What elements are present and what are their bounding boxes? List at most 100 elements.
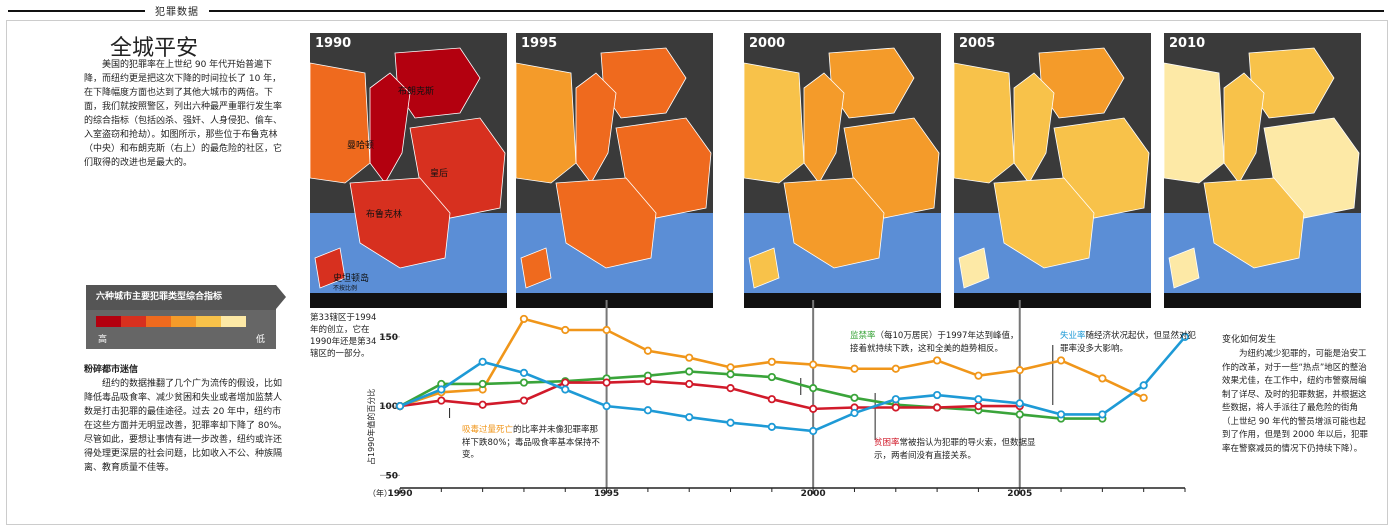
data-point: [1056, 356, 1066, 365]
manhattan-shape: [803, 72, 845, 184]
x-tick-label: 2005: [1007, 489, 1032, 499]
data-point: [726, 363, 735, 372]
annotation-drug-text: 的比率并未像犯罪率那样下跌80%；毒品吸食率基本保持不变。: [462, 425, 600, 460]
data-point: [602, 325, 611, 335]
data-point: [643, 346, 652, 355]
x-tick-label: 1990: [387, 489, 412, 499]
west-shape: [954, 62, 1015, 184]
map-label-bronx: 布朗克斯: [398, 87, 435, 97]
crime-map-1990: 1990: [310, 33, 507, 308]
west-shape: [744, 62, 805, 184]
data-point: [933, 403, 942, 412]
data-point: [561, 325, 570, 335]
annotation-drug-key: 吸毒过量死亡: [462, 425, 514, 435]
brooklyn-shape: [555, 177, 657, 269]
x-tick-label: 2000: [801, 489, 826, 499]
data-point: [478, 400, 487, 409]
map-label-brooklyn: 布鲁克林: [366, 210, 403, 220]
data-point: [437, 385, 446, 394]
data-point: [1015, 366, 1024, 375]
map-shapes: [954, 47, 1150, 289]
data-point: [891, 403, 900, 412]
brooklyn-shape: [783, 177, 885, 269]
map-shapes: [516, 47, 712, 289]
data-point: [1098, 374, 1107, 383]
myth-title: 粉碎都市迷信: [84, 365, 139, 375]
x-tick-label: 1995: [594, 489, 619, 499]
data-point: [685, 379, 694, 389]
data-point: [561, 378, 570, 387]
data-point: [974, 395, 983, 404]
crime-index-legend: 六种城市主要犯罪类型综合指标 高 低: [86, 285, 288, 349]
data-point: [767, 395, 776, 404]
data-point: [850, 408, 859, 418]
section-header: 犯罪数据: [0, 0, 1392, 20]
data-point: [1180, 332, 1190, 342]
manhattan-shape: [1013, 72, 1055, 184]
legend-swatch: [96, 316, 121, 327]
map-label-queens: 皇后: [430, 169, 449, 179]
west-shape: [1164, 62, 1225, 184]
annotation-unemployment-key: 失业率: [1060, 331, 1086, 341]
x-axis-label: （年）: [368, 488, 392, 498]
data-point: [519, 396, 529, 405]
map-footer-bar: [516, 293, 713, 308]
data-point: [809, 360, 818, 369]
side-text: 为纽约减少犯罪的，可能是治安工作的改革，对于一些“热点”地区的整治效果尤佳，在工…: [1222, 349, 1369, 454]
brooklyn-shape: [993, 177, 1095, 269]
side-title: 变化如何发生: [1222, 335, 1277, 345]
data-point: [1098, 410, 1107, 419]
map-year: 2000: [749, 36, 786, 51]
crime-map-1995: 1995: [516, 33, 713, 308]
west-shape: [310, 62, 371, 184]
legend-low-label: 低: [256, 335, 266, 345]
data-point: [891, 395, 900, 404]
legend-color-scale: [96, 316, 246, 327]
map-footer-bar: [310, 293, 507, 308]
legend-swatch: [146, 316, 171, 327]
y-tick-label: 100: [379, 402, 398, 412]
map-footer-bar: [744, 293, 941, 308]
staten-shape: [748, 247, 780, 289]
map-year: 1995: [521, 36, 558, 51]
y-tick-label: 150: [379, 333, 398, 343]
data-point: [891, 364, 900, 373]
staten-shape: [314, 247, 346, 289]
series-line: [399, 336, 1186, 433]
brooklyn-shape: [1203, 177, 1305, 269]
staten-shape: [1168, 247, 1200, 289]
data-point: [478, 357, 487, 366]
data-point: [1139, 393, 1148, 402]
series-line: [399, 379, 1020, 411]
data-point: [519, 314, 529, 324]
annotation-poverty-text: 常被指认为犯罪的导火索，但数据显示，两者间没有直接关系。: [874, 438, 1036, 461]
page-title: 全城平安: [110, 36, 199, 61]
data-point: [767, 357, 776, 366]
data-point: [519, 378, 529, 387]
legend-swatch: [196, 316, 221, 327]
data-point: [602, 378, 611, 387]
map-shapes: [1164, 47, 1360, 289]
data-point: [437, 396, 446, 405]
legend-body: 高 低: [86, 310, 276, 349]
annotation-unemployment-text: 随经济状况起伏，但显然对犯罪率没多大影响。: [1060, 331, 1197, 354]
annotation-drug: 吸毒过量死亡的比率并未像犯罪率那样下跌80%；毒品吸食率基本保持不变。: [462, 424, 604, 462]
map-label-staten: 史坦顿岛: [333, 274, 370, 284]
manhattan-shape: [575, 72, 617, 184]
crime-map-2010: 2010: [1164, 33, 1361, 308]
west-shape: [516, 62, 577, 184]
brooklyn-shape: [349, 177, 451, 269]
legend-arrow: [276, 285, 286, 309]
data-point: [643, 377, 652, 386]
annotation-poverty: 贫困率常被指认为犯罪的导火索，但数据显示，两者间没有直接关系。: [874, 437, 1040, 462]
data-point: [643, 406, 652, 415]
trend-line-chart: 150 100 50 1990 1995 2000 2005 （年） 占1990年值的百分比: [366, 300, 1190, 499]
data-point: [561, 385, 570, 394]
section-tag: 犯罪数据: [145, 3, 209, 18]
data-point: [726, 384, 735, 393]
data-point: [1015, 410, 1024, 419]
data-point: [767, 372, 776, 382]
data-point: [602, 402, 611, 411]
precinct-note: 第33辖区于1994年的创立，它在1990年还是第34辖区的一部分。: [310, 313, 377, 359]
data-point: [933, 356, 942, 365]
